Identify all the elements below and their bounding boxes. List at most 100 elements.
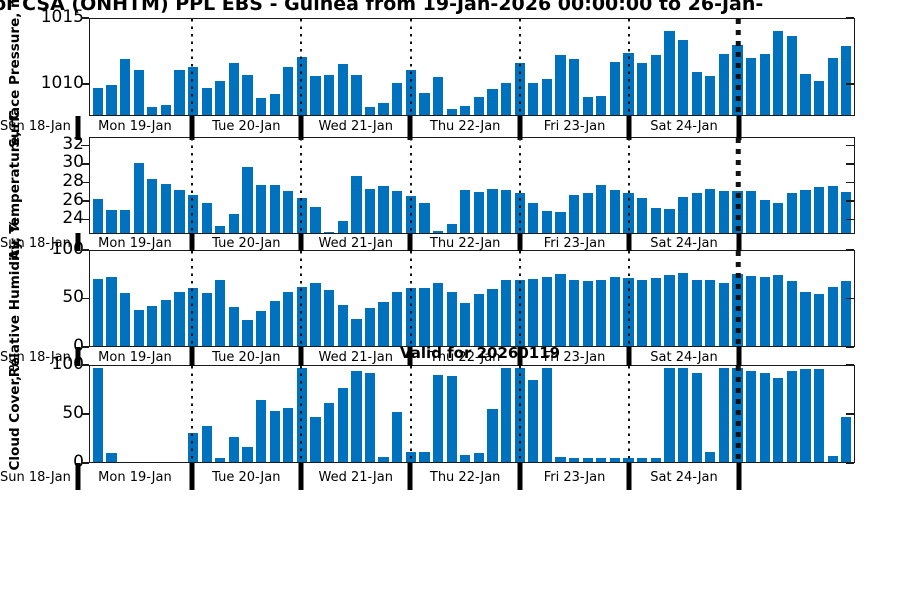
bar — [174, 69, 185, 115]
bar — [201, 87, 212, 115]
bar — [283, 67, 294, 115]
bar — [637, 197, 648, 233]
day-boundary-line — [409, 251, 412, 346]
tick-mark — [846, 144, 854, 147]
xtick-day-label: Thu 22-Jan — [429, 349, 501, 365]
tick-mark — [81, 181, 89, 184]
bar — [664, 367, 675, 462]
bar — [691, 72, 702, 115]
bar — [813, 187, 825, 233]
bar — [119, 209, 131, 233]
bar — [677, 367, 689, 462]
bar — [133, 162, 144, 233]
bar — [228, 307, 240, 346]
bar — [351, 74, 362, 115]
ytick-label: 0 — [73, 451, 84, 472]
day-boundary-line — [735, 366, 741, 462]
day-boundary-line — [627, 366, 630, 462]
bar — [378, 186, 389, 233]
valid-for-annotation: Valid for 20260119 — [400, 344, 561, 362]
bar — [106, 85, 117, 115]
day-boundary-mark — [626, 346, 632, 366]
tick-mark — [846, 364, 854, 366]
day-boundary-mark — [736, 462, 742, 490]
bar — [473, 453, 484, 462]
day-boundary-mark — [626, 233, 632, 251]
bar — [392, 291, 403, 346]
bar — [637, 458, 648, 462]
xaxis-row-humidity: Mon 19-Jan Tue 20-Jan Wed 21-Jan Thu 22-Jan… — [0, 346, 855, 366]
bar — [119, 292, 131, 346]
bar — [242, 167, 253, 233]
bar — [310, 76, 321, 115]
xtick-day-label: Tue 20-Jan — [212, 236, 281, 251]
bar — [609, 458, 621, 462]
bar — [432, 374, 444, 462]
bar — [745, 275, 757, 346]
bar — [133, 309, 144, 346]
temperature-bars — [90, 138, 854, 233]
day-boundary-line — [300, 366, 303, 462]
bar — [215, 280, 226, 346]
bar — [256, 399, 267, 462]
xtick-day-label: Mon 19-Jan — [98, 349, 172, 365]
bar — [813, 81, 825, 115]
bar — [677, 39, 689, 115]
ytick-label: 32 — [62, 133, 84, 154]
bar — [269, 185, 280, 233]
bar — [827, 287, 838, 346]
day-boundary-line — [191, 366, 194, 462]
day-boundary-line — [518, 138, 521, 233]
bar — [541, 367, 553, 462]
bar — [283, 408, 294, 462]
bar — [718, 367, 729, 462]
chart-title: ast for CSA (ONHTM) PPL EBS - Guinea fro… — [0, 0, 764, 15]
ytick-label: 100 — [51, 238, 84, 259]
bar — [541, 210, 553, 233]
day-boundary-mark — [75, 233, 81, 251]
ytick-label: 1010 — [40, 72, 84, 93]
tick-mark — [846, 346, 854, 348]
ytick-label: 50 — [62, 402, 84, 423]
bar — [541, 78, 553, 115]
tick-mark — [81, 462, 89, 464]
day-boundary-line — [191, 251, 194, 346]
bar — [705, 452, 716, 462]
bar — [378, 457, 389, 462]
bar — [215, 226, 226, 233]
bar — [582, 281, 593, 346]
xaxis-row-temperature: Mon 19-Jan Tue 20-Jan Wed 21-Jan Thu 22-Jan… — [0, 233, 855, 251]
xtick-day-label: Fri 23-Jan — [543, 469, 606, 485]
bar — [174, 291, 185, 346]
bar — [800, 291, 811, 346]
bar — [773, 30, 784, 115]
ytick-label: 100 — [51, 353, 84, 374]
day-boundary-line — [300, 251, 303, 346]
bar — [786, 192, 797, 233]
xtick-day-label: Fri 23-Jan — [543, 236, 606, 251]
bar — [691, 279, 702, 346]
bar — [705, 188, 716, 233]
xtick-day-label: Thu 22-Jan — [429, 469, 501, 485]
day-boundary-mark — [736, 233, 742, 251]
bar — [324, 289, 335, 346]
bar — [841, 281, 852, 346]
day-boundary-line — [300, 18, 303, 115]
bar — [664, 208, 675, 233]
bar — [637, 63, 648, 115]
bar — [392, 412, 403, 462]
day-boundary-line — [409, 18, 412, 115]
bar — [310, 283, 321, 346]
day-boundary-line — [627, 138, 630, 233]
bar — [827, 58, 838, 115]
bar — [691, 193, 702, 233]
ytick-label: 28 — [62, 170, 84, 191]
bar — [160, 300, 171, 346]
day-boundary-mark — [626, 115, 632, 140]
bar — [705, 76, 716, 115]
bar — [351, 370, 362, 462]
bar — [324, 231, 335, 233]
bar — [596, 95, 607, 115]
bar — [582, 96, 593, 115]
bar — [555, 211, 566, 233]
